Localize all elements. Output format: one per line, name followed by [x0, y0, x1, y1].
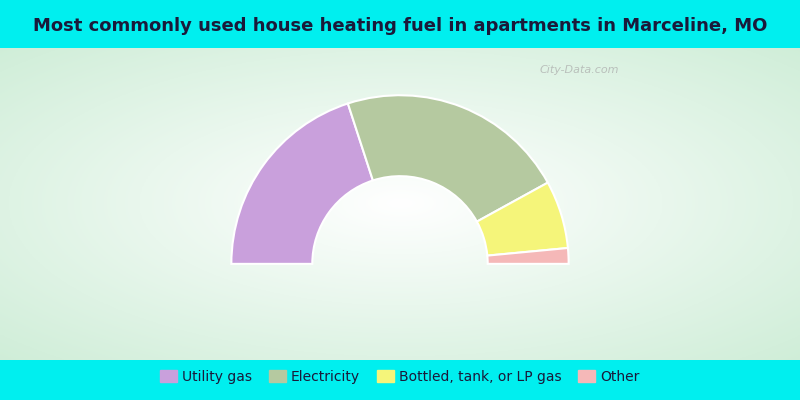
Text: Most commonly used house heating fuel in apartments in Marceline, MO: Most commonly used house heating fuel in… [33, 17, 767, 35]
Wedge shape [348, 95, 548, 222]
Wedge shape [231, 104, 373, 264]
Wedge shape [477, 183, 568, 256]
Wedge shape [487, 248, 569, 264]
Text: City-Data.com: City-Data.com [540, 65, 619, 75]
Legend: Utility gas, Electricity, Bottled, tank, or LP gas, Other: Utility gas, Electricity, Bottled, tank,… [154, 364, 646, 390]
